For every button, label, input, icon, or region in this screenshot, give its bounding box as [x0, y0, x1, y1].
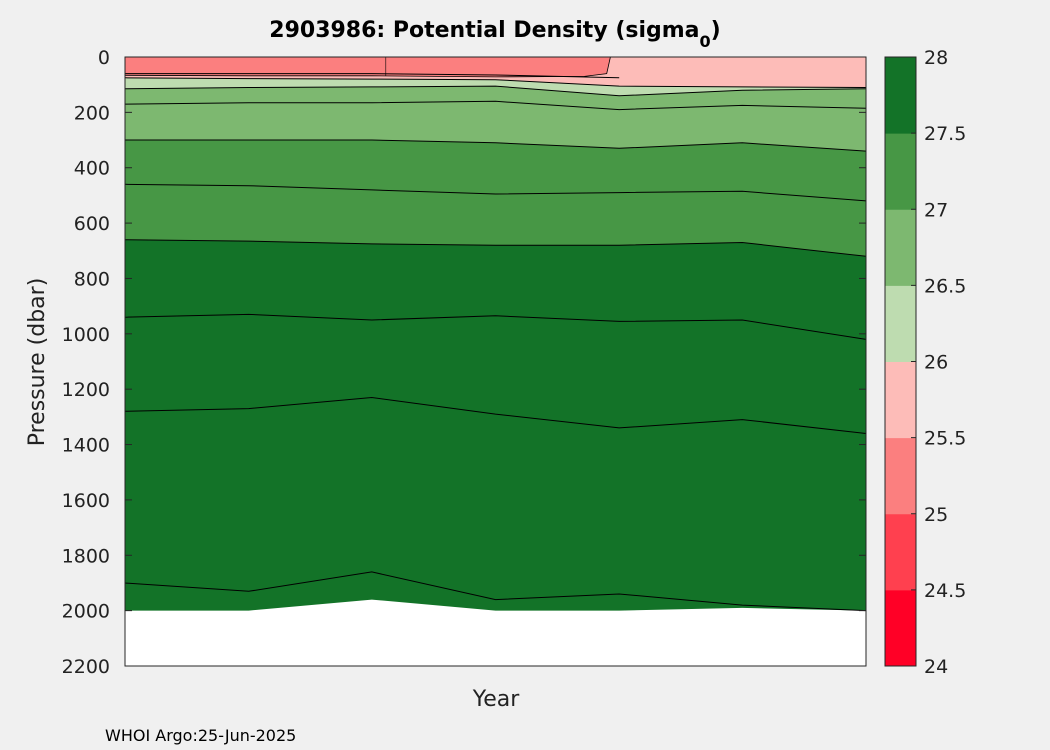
y-tick-label: 400 — [74, 158, 110, 180]
contour-line-27.8 — [124, 571, 867, 612]
colorbar-tick-label: 27 — [924, 199, 948, 221]
y-axis-label: Pressure (dbar) — [25, 278, 50, 447]
y-axis-ticks: 0 200 400 600 800 1000 1200 1400 1600 1800 2000 220… — [62, 47, 866, 678]
contour-band-25-25.5 — [124, 56, 611, 78]
contour-line-27.7 — [124, 396, 867, 434]
colorbar-segment — [885, 589, 916, 667]
colorbar-tick-label: 28 — [924, 47, 948, 69]
contour-bands — [124, 56, 866, 611]
y-tick-label: 1400 — [62, 435, 110, 457]
colorbar-tick-label: 25.5 — [924, 428, 966, 450]
chart-title-main: 2903986: Potential Density (sigma — [269, 18, 699, 43]
y-tick-label: 200 — [74, 102, 110, 124]
x-axis-label: Year — [472, 687, 521, 712]
footer-credit: WHOI Argo:25-Jun-2025 — [105, 726, 296, 745]
y-tick-label: 2000 — [62, 601, 110, 623]
colorbar-segment — [885, 361, 916, 439]
colorbar-segment — [885, 133, 916, 210]
contour-lines — [124, 73, 867, 612]
contour-line-26 — [124, 85, 867, 97]
colorbar-tick-label: 24 — [924, 656, 948, 678]
chart-title-suffix: ) — [711, 18, 721, 43]
colorbar-tick-label: 26 — [924, 352, 948, 374]
contour-band-27.25-27.5 — [125, 184, 866, 257]
y-tick-label: 1600 — [62, 490, 110, 512]
colorbar-segment — [885, 209, 916, 286]
contour-band-27-27.25 — [125, 140, 866, 201]
colorbar-tick-label: 27.5 — [924, 123, 966, 145]
colorbar: 24 24.5 25 25.5 26 26.5 27 27.5 28 — [884, 47, 966, 678]
y-tick-label: 800 — [74, 268, 110, 290]
chart-title: 2903986: Potential Density (sigma0) — [269, 18, 720, 51]
y-tick-label: 2200 — [62, 656, 110, 678]
y-tick-label: 1000 — [62, 324, 110, 346]
contour-band-27.8-bottom — [125, 571, 866, 611]
contour-band-26.5-27 — [125, 101, 866, 152]
contour-line-27.25 — [124, 183, 867, 202]
contour-band-27.5-27.6 — [125, 239, 866, 340]
y-tick-label: 1200 — [62, 379, 110, 401]
plot-area — [124, 56, 867, 667]
contour-line-27.5 — [124, 239, 867, 257]
contour-line-25.5 — [124, 77, 867, 88]
contour-line-27 — [125, 139, 867, 152]
contour-line-27.6 — [124, 313, 867, 340]
contour-band-27.7-27.8 — [125, 397, 866, 611]
contour-band-26-26.5 — [125, 86, 866, 110]
contour-band-27.6-27.7 — [125, 314, 866, 434]
colorbar-segment — [885, 57, 916, 134]
colorbar-segment — [885, 513, 916, 591]
colorbar-segment — [885, 285, 916, 362]
contour-line-26.5 — [124, 100, 867, 111]
contour-line-25 — [125, 73, 620, 79]
y-tick-label: 1800 — [62, 545, 110, 567]
colorbar-tick-label: 26.5 — [924, 275, 966, 297]
colorbar-tick-label: 25 — [924, 504, 948, 526]
contour-band-25.5-26 — [125, 77, 866, 96]
colorbar-segment — [885, 437, 916, 515]
colorbar-tick-label: 24.5 — [924, 580, 966, 602]
plot-frame — [124, 56, 867, 667]
y-tick-label: 600 — [74, 213, 110, 235]
chart-title-subscript: 0 — [700, 32, 711, 51]
y-tick-label: 0 — [98, 47, 110, 69]
